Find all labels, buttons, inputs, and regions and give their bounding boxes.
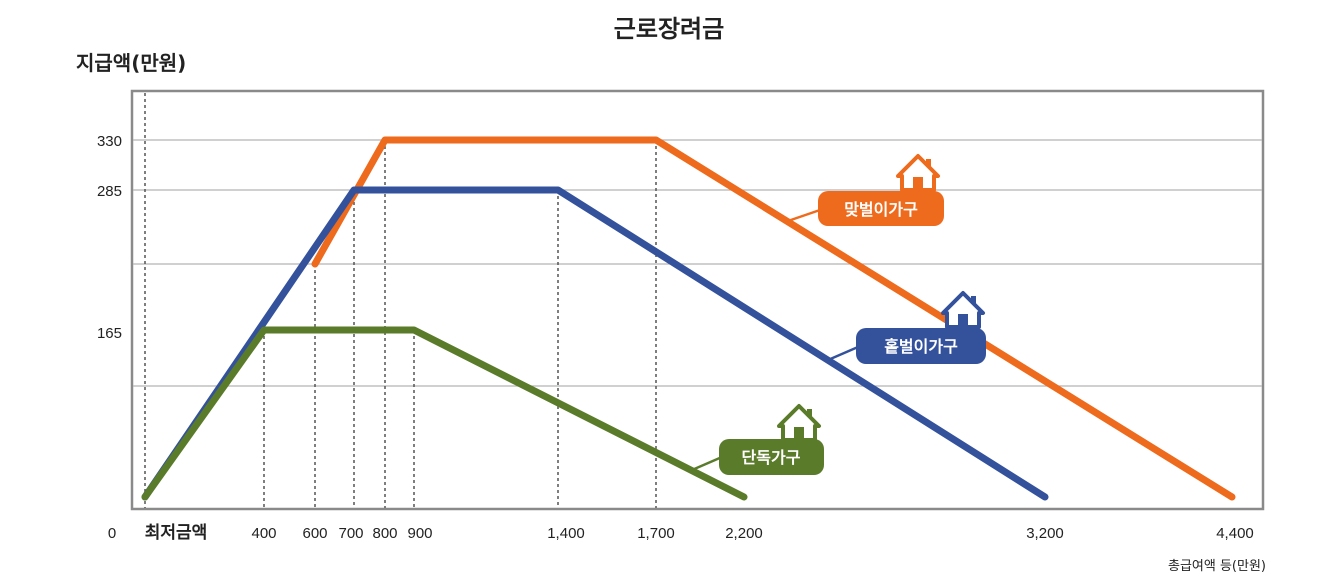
house-icon — [941, 291, 985, 329]
vertical-guides — [144, 93, 657, 508]
x-tick-0: 0 — [108, 525, 116, 542]
x-tick-800: 800 — [372, 525, 397, 542]
y-tick-285: 285 — [97, 183, 122, 200]
x-axis-label: 총급여액 등(만원) — [1168, 559, 1266, 574]
chart-title: 근로장려금 — [614, 15, 724, 43]
y-tick-labels: 330 285 165 — [97, 133, 122, 342]
y-axis-label: 지급액(만원) — [76, 51, 186, 75]
series-lines — [141, 136, 1236, 501]
y-tick-330: 330 — [97, 133, 122, 150]
badge-single-income — [856, 328, 986, 364]
legend-dual-income: 맞벌이가구 — [784, 154, 944, 226]
x-tick-4400: 4,400 — [1216, 525, 1254, 542]
x-tick-labels: 0 최저금액 400 600 700 800 900 1,400 1,700 2… — [108, 523, 1254, 542]
series-single-income-line — [141, 186, 1049, 501]
x-tick-900: 900 — [407, 525, 432, 542]
x-tick-2200: 2,200 — [725, 525, 763, 542]
x-tick-700: 700 — [338, 525, 363, 542]
legend-label-single-person: 단독가구 — [742, 448, 801, 467]
house-icon — [777, 404, 821, 442]
x-tick-600: 600 — [302, 525, 327, 542]
legend-label-dual-income: 맞벌이가구 — [844, 200, 918, 219]
leader-dual-income — [784, 208, 821, 224]
y-tick-165: 165 — [97, 325, 122, 342]
x-tick-3200: 3,200 — [1026, 525, 1064, 542]
legend-single-income: 홑벌이가구 — [827, 291, 986, 364]
legend-single-person: 단독가구 — [691, 404, 824, 475]
badge-dual-income — [818, 191, 944, 226]
leader-single-income — [827, 345, 859, 362]
x-tick-1700: 1,700 — [637, 525, 675, 542]
x-tick-minimum: 최저금액 — [145, 523, 208, 542]
plot-frame — [130, 89, 1265, 511]
badge-single-person — [719, 439, 824, 475]
leader-single-person — [691, 455, 723, 472]
series-single-person-line — [141, 326, 748, 501]
x-tick-400: 400 — [251, 525, 276, 542]
horizontal-gridlines — [133, 139, 1262, 387]
house-icon — [896, 154, 940, 192]
x-tick-1400: 1,400 — [547, 525, 585, 542]
legend-label-single-income: 홑벌이가구 — [884, 337, 958, 356]
